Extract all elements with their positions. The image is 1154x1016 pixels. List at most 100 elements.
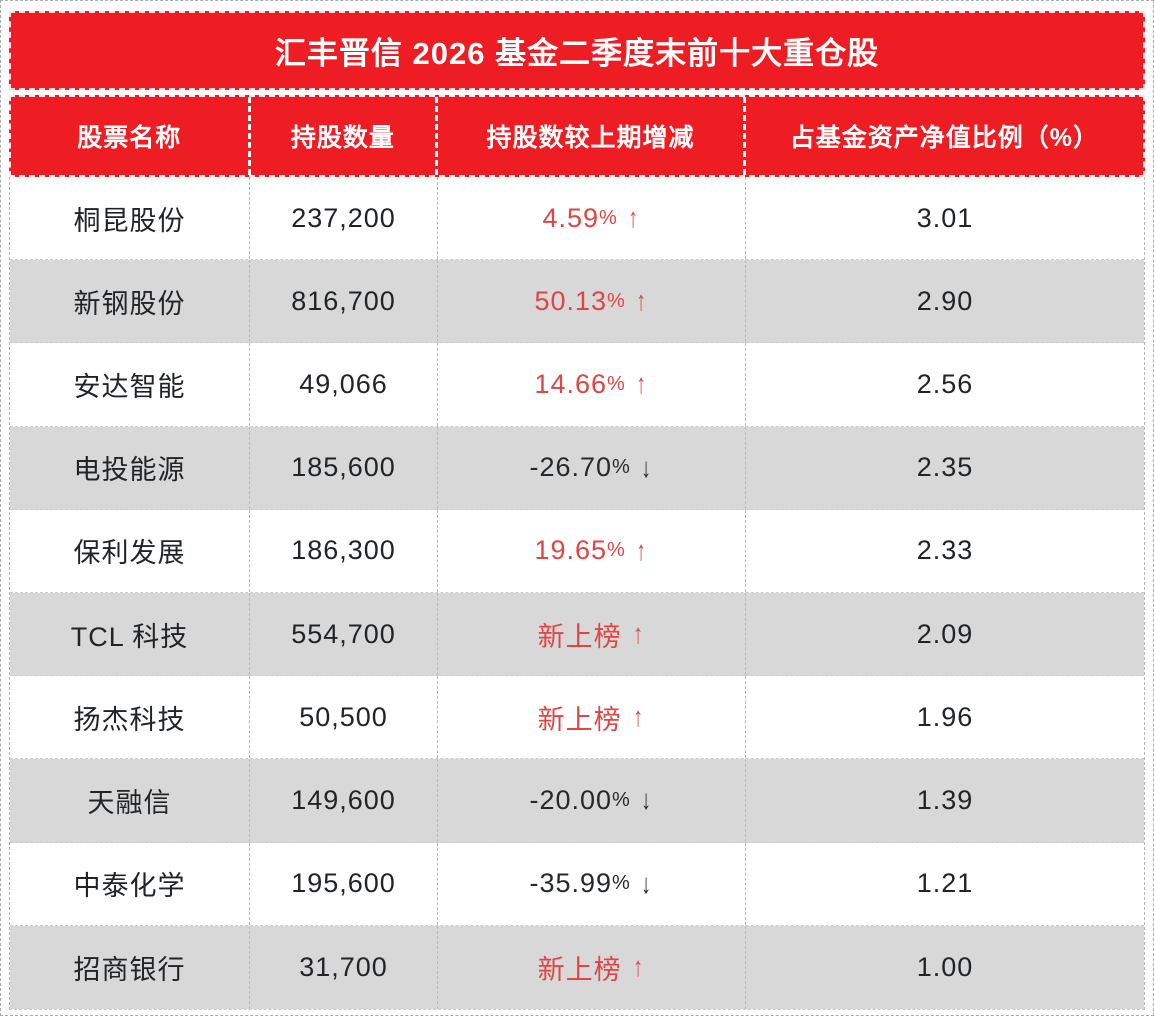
nav-ratio-value: 1.21 [916,868,974,899]
shares-held-cell: 237,200 [250,177,438,260]
shares-held-value: 186,300 [291,535,396,566]
header-stock-name-label: 股票名称 [77,124,182,152]
nav-ratio-cell: 1.21 [746,843,1144,925]
nav-ratio-value: 1.96 [916,701,974,732]
nav-ratio-cell: 2.09 [746,593,1144,675]
shares-held-value: 816,700 [291,285,396,316]
change-cell: 新上榜 ↑ [438,925,746,1009]
header-shares-held: 持股数量 [251,97,439,175]
stock-name: 新钢股份 [73,288,186,319]
nav-ratio-cell: 1.96 [746,676,1144,758]
nav-ratio-value: 1.00 [916,951,974,982]
stock-name-cell: 天融信 [10,759,250,842]
change-value: 50.13 [534,285,608,316]
up-arrow-icon: ↑ [635,285,647,317]
stock-name: 招商银行 [73,954,186,985]
shares-held-cell: 186,300 [250,509,438,592]
shares-held-cell: 149,600 [250,759,438,842]
change-cell: -35.99% ↓ [438,842,746,925]
stock-name: 中泰化学 [73,871,186,902]
nav-ratio-value: 2.35 [916,452,974,483]
percent-sign: % [607,372,625,395]
shares-held-cell: 554,700 [250,592,438,676]
percent-sign: % [607,539,625,562]
shares-held-value: 50,500 [299,701,388,732]
change-value: 新上榜 [537,621,622,652]
change-value: -35.99 [529,868,613,899]
change-value: -20.00 [529,784,613,815]
table-body: 桐昆股份 237,200 4.59% ↑ 3.01 新钢股份 816,700 50… [9,177,1145,1010]
stock-name-cell: 招商银行 [10,925,250,1009]
change-value: 19.65 [534,535,608,566]
stock-name-cell: 桐昆股份 [10,177,250,260]
table-row: 中泰化学 195,600 -35.99% ↓ 1.21 [10,842,1144,926]
up-arrow-icon: ↑ [635,368,647,400]
change-value: 4.59 [542,202,600,233]
down-arrow-icon: ↓ [640,867,652,899]
stock-name-cell: 安达智能 [10,343,250,426]
change-cell: 50.13% ↑ [438,260,746,343]
nav-ratio-value: 2.56 [916,368,974,399]
table-row: 安达智能 49,066 14.66% ↑ 2.56 [10,343,1144,427]
nav-ratio-cell: 2.56 [746,343,1144,425]
header-stock-name: 股票名称 [11,97,251,175]
nav-ratio-cell: 2.35 [746,427,1144,509]
change-cell: 14.66% ↑ [438,343,746,426]
stock-name: 安达智能 [73,371,186,402]
change-cell: -26.70% ↓ [438,426,746,509]
shares-held-value: 195,600 [291,868,396,899]
change-cell: 新上榜 ↑ [438,592,746,676]
percent-sign: % [612,788,630,811]
stock-name: 桐昆股份 [73,205,186,236]
shares-held-value: 554,700 [291,618,396,649]
down-arrow-icon: ↓ [640,784,652,816]
stock-name-cell: 保利发展 [10,509,250,592]
up-arrow-icon: ↑ [632,701,644,733]
header-nav-ratio-label: 占基金资产净值比例（%） [789,124,1099,152]
shares-held-cell: 195,600 [250,842,438,925]
shares-held-value: 31,700 [299,951,388,982]
stock-name: 扬杰科技 [73,704,186,735]
shares-held-value: 49,066 [299,368,388,399]
table-row: TCL 科技 554,700 新上榜 ↑ 2.09 [10,592,1144,677]
change-value: -26.70 [529,452,613,483]
up-arrow-icon: ↑ [632,618,644,650]
change-cell: 新上榜 ↑ [438,676,746,759]
header-change-vs-prev: 持股数较上期增减 [438,97,746,175]
nav-ratio-cell: 2.33 [746,510,1144,592]
stock-name-cell: 电投能源 [10,426,250,509]
header-shares-held-label: 持股数量 [290,124,395,152]
nav-ratio-cell: 2.90 [746,260,1144,342]
stock-name: 保利发展 [73,538,186,569]
table-header-row: 股票名称 持股数量 持股数较上期增减 占基金资产净值比例（%） [9,95,1145,177]
nav-ratio-cell: 1.39 [746,759,1144,841]
shares-held-cell: 50,500 [250,676,438,759]
up-arrow-icon: ↑ [627,202,639,234]
stock-name-cell: TCL 科技 [10,592,250,676]
change-cell: 4.59% ↑ [438,177,746,260]
nav-ratio-value: 2.33 [916,535,974,566]
nav-ratio-value: 3.01 [916,202,974,233]
shares-held-cell: 31,700 [250,925,438,1009]
table-row: 扬杰科技 50,500 新上榜 ↑ 1.96 [10,676,1144,760]
table-title: 汇丰晋信 2026 基金二季度末前十大重仓股 [274,36,880,71]
stock-name-cell: 扬杰科技 [10,676,250,759]
percent-sign: % [607,289,625,312]
shares-held-value: 149,600 [291,784,396,815]
percent-sign: % [612,872,630,895]
percent-sign: % [599,206,617,229]
nav-ratio-value: 2.90 [916,285,974,316]
nav-ratio-cell: 3.01 [746,177,1144,259]
percent-sign: % [612,456,630,479]
nav-ratio-value: 2.09 [916,618,974,649]
table-row: 天融信 149,600 -20.00% ↓ 1.39 [10,759,1144,843]
stock-name: 电投能源 [73,455,186,486]
change-cell: 19.65% ↑ [438,509,746,592]
table-row: 新钢股份 816,700 50.13% ↑ 2.90 [10,260,1144,344]
down-arrow-icon: ↓ [640,451,652,483]
nav-ratio-value: 1.39 [916,784,974,815]
table-row: 桐昆股份 237,200 4.59% ↑ 3.01 [10,177,1144,261]
change-value: 新上榜 [537,704,622,735]
stock-name-cell: 新钢股份 [10,260,250,343]
